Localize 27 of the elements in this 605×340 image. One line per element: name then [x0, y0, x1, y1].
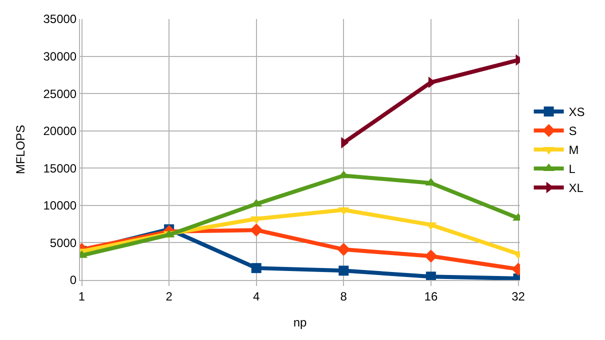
legend-label: M	[568, 143, 579, 158]
y-axis-title: MFLOPS	[14, 124, 28, 174]
point	[338, 266, 349, 276]
legend-label: L	[568, 162, 576, 176]
legend-label: S	[568, 124, 577, 138]
y-tick-label: 5000	[50, 236, 77, 250]
legend-label: XL	[568, 181, 584, 196]
x-tick-label: 2	[166, 289, 173, 304]
point	[424, 250, 438, 263]
y-tick-label: 10000	[43, 198, 77, 213]
point	[250, 224, 263, 237]
x-tick-label: 8	[340, 289, 348, 304]
x-tick-label: 32	[512, 289, 526, 304]
y-tick-label: 35000	[43, 12, 77, 26]
x-axis-title: np	[293, 315, 307, 330]
legend-label: XS	[568, 105, 585, 120]
y-tick-label: 25000	[43, 86, 77, 101]
y-tick-label: 0	[70, 273, 77, 288]
x-tick-label: 4	[253, 289, 260, 304]
point	[251, 263, 262, 274]
x-tick-label: 1	[78, 289, 86, 304]
point	[426, 272, 436, 280]
y-tick-label: 30000	[43, 49, 77, 64]
x-tick-label: 16	[424, 289, 438, 304]
y-tick-label: 15000	[43, 161, 77, 176]
y-tick-label: 20000	[43, 124, 77, 138]
point	[337, 242, 350, 256]
